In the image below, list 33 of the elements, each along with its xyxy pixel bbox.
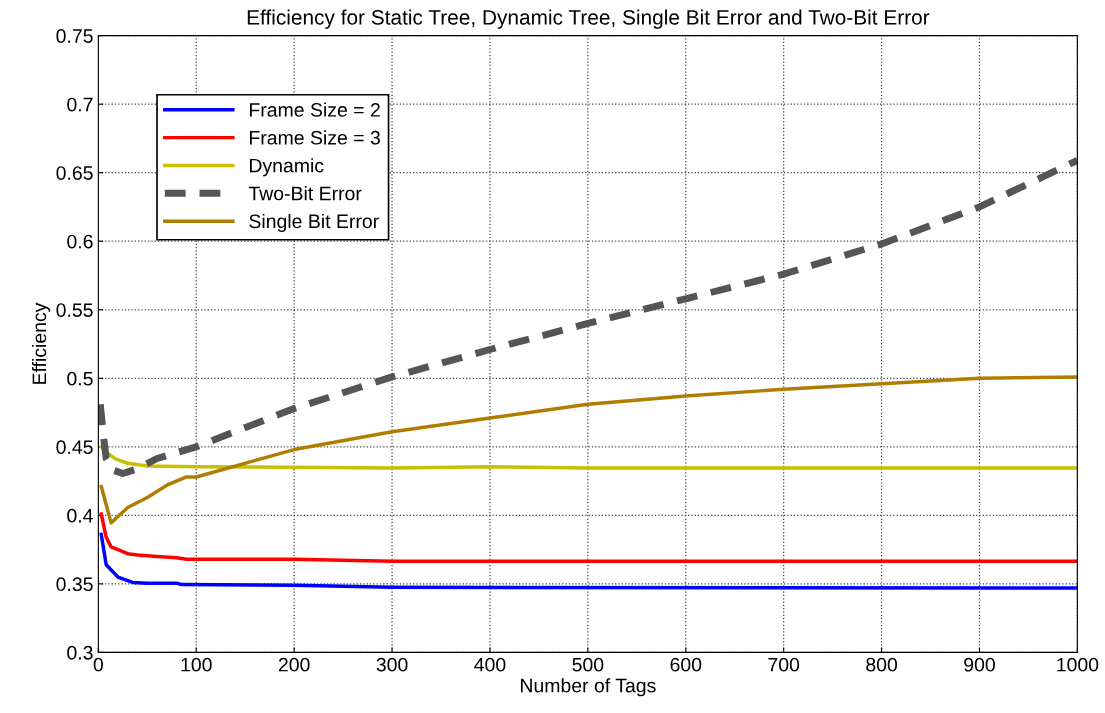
line-series [99, 445, 1078, 470]
y-tick-label: 0.65 [56, 166, 93, 180]
x-tick-label: 800 [866, 657, 898, 672]
y-tick-label: 0.3 [67, 645, 93, 660]
line-series [99, 532, 1078, 590]
legend-label: Single Bit Error [249, 213, 379, 233]
line-series [99, 375, 1078, 525]
y-tick-label: 0.5 [67, 371, 93, 386]
y-tick-label: 0.35 [56, 577, 93, 592]
x-tick-label: 0 [93, 657, 103, 672]
x-tick-label: 1000 [1057, 657, 1099, 672]
legend-label: Frame Size = 3 [250, 130, 380, 145]
y-tick-label: 0.75 [56, 29, 93, 43]
y-tick-label: 0.7 [67, 97, 93, 112]
y-tick-label: 0.6 [67, 234, 93, 249]
legend-label: Dynamic [250, 158, 324, 177]
x-tick-label: 100 [181, 657, 212, 672]
x-tick-label: 500 [572, 657, 604, 672]
x-tick-label: 600 [670, 657, 702, 672]
legend-label: Frame Size = 2 [250, 102, 380, 117]
y-tick-label: 0.55 [56, 303, 93, 317]
x-tick-label: 200 [278, 657, 310, 672]
x-tick-label: 900 [964, 657, 995, 672]
y-tick-label: 0.45 [56, 440, 93, 455]
x-tick-label: 700 [768, 657, 800, 672]
y-axis-title: Efficiency [31, 302, 51, 384]
x-axis-title: Number of Tags [521, 678, 656, 697]
legend-label: Two-Bit Error [248, 186, 362, 201]
y-tick-label: 0.4 [67, 508, 93, 523]
x-tick-label: 300 [376, 657, 408, 672]
line-series [99, 512, 1078, 563]
x-tick-label: 400 [474, 657, 506, 672]
chart-title: Efficiency for Static Tree, Dynamic Tree, Single Bit Error and Two-Bit Error [247, 9, 930, 29]
